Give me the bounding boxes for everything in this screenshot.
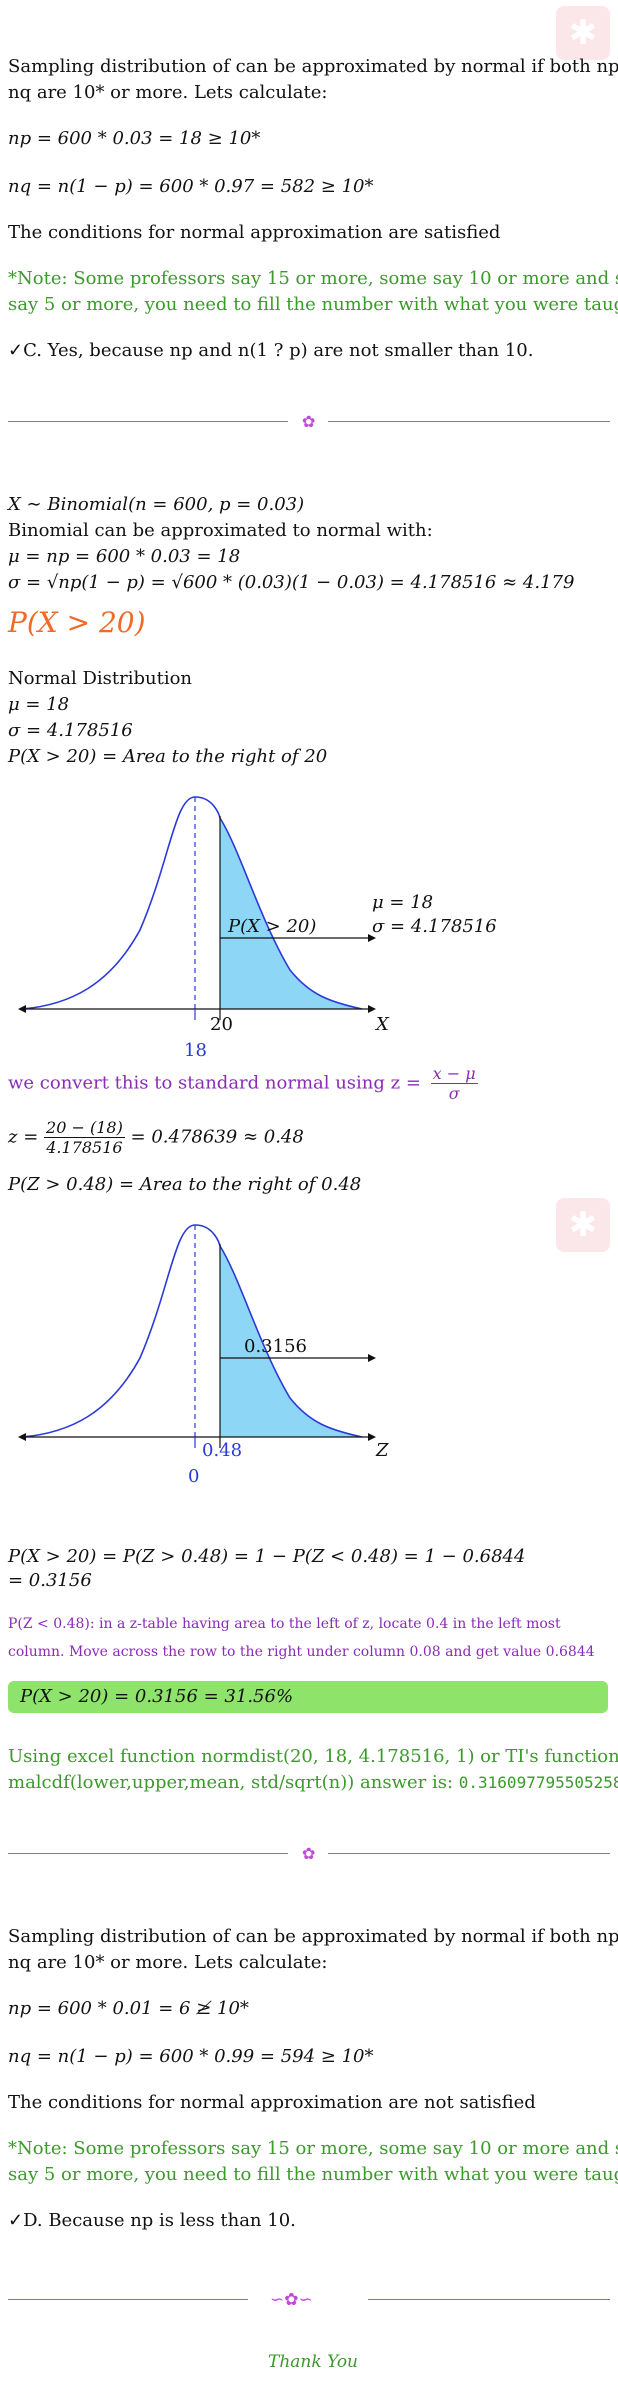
graph1-value-label: 20 (210, 1014, 233, 1035)
watermark-logo: ✱ (556, 1198, 610, 1252)
section-divider: ✿ (8, 412, 610, 432)
z-calculation: z = 20 − (18) 4.178516 = 0.478639 ≈ 0.48 (8, 1118, 304, 1157)
graph1-sigma-label: σ = 4.178516 (372, 916, 497, 937)
excel-line2-text: malcdf(lower,upper,mean, std/sqrt(n)) an… (8, 1772, 454, 1793)
part1-np-equation: np = 600 * 0.03 = 18 ≥ 10* (8, 128, 261, 149)
bell-curve (21, 796, 363, 1010)
part3-intro-line2: nq are 10* or more. Lets calculate: (8, 1952, 328, 1973)
part3-conclusion: The conditions for normal approximation … (8, 2092, 536, 2113)
part1-intro-line1: Sampling distribution of can be approxim… (8, 56, 618, 77)
z-formula-denominator: σ (448, 1084, 460, 1103)
excel-value: 0.316097795505258 (458, 1773, 618, 1792)
ztable-line2: column. Move across the row to the right… (8, 1644, 595, 1660)
part1-answer: ✓C. Yes, because np and n(1 ? p) are not… (8, 340, 534, 361)
approx-text: Binomial can be approximated to normal w… (8, 520, 433, 541)
section-divider: ✿ (8, 1844, 610, 1864)
ornament-flourish-icon: ∽✿∽ (270, 2290, 313, 2310)
z-formula-fraction: x − μ σ (430, 1064, 478, 1103)
mu-equation: μ = np = 600 * 0.03 = 18 (8, 546, 241, 567)
convert-text: we convert this to standard normal using… (8, 1064, 478, 1103)
part3-nq-equation: nq = n(1 − p) = 600 * 0.99 = 594 ≥ 10* (8, 2046, 374, 2067)
label-arrow-head (368, 1354, 376, 1362)
label-arrow-head (368, 934, 376, 942)
mu-value: μ = 18 (8, 694, 70, 715)
graph2-axis-label: Z (376, 1440, 389, 1461)
part3-intro-line1: Sampling distribution of can be approxim… (8, 1926, 618, 1947)
z-formula-numerator: x − μ (430, 1064, 478, 1084)
z-axis-arrow-left (18, 1433, 26, 1441)
shaded-area (220, 818, 362, 1009)
result-line1: P(X > 20) = P(Z > 0.48) = 1 − P(Z < 0.48… (8, 1546, 526, 1567)
normal-curve-graph-z (18, 1224, 376, 1448)
part3-note-line2: say 5 or more, you need to fill the numb… (8, 2164, 618, 2185)
graph2-value-label: 0.48 (202, 1440, 243, 1461)
graph1-mean-label: 18 (184, 1040, 207, 1061)
normal-dist-label: Normal Distribution (8, 668, 193, 689)
final-answer: P(X > 20) = 0.3156 = 31.56% (20, 1686, 294, 1707)
convert-label: we convert this to standard normal using… (8, 1072, 421, 1094)
pz-text: P(Z > 0.48) = Area to the right of 0.48 (8, 1174, 362, 1195)
ornament-icon: ✿ (302, 1844, 316, 1863)
result-line2: = 0.3156 (8, 1570, 92, 1591)
z-suffix: = 0.478639 ≈ 0.48 (130, 1126, 304, 1148)
part1-intro-line2: nq are 10* or more. Lets calculate: (8, 82, 328, 103)
part3-note-line1: *Note: Some professors say 15 or more, s… (8, 2138, 618, 2159)
binomial-definition: X ∼ Binomial(n = 600, p = 0.03) (8, 494, 305, 515)
z-numerator: 20 − (18) (44, 1118, 125, 1138)
final-divider: ∽✿∽ (8, 2290, 610, 2310)
area-text: P(X > 20) = Area to the right of 20 (8, 746, 328, 767)
graph1-axis-label: X (376, 1014, 389, 1035)
part1-nq-equation: nq = n(1 − p) = 600 * 0.97 = 582 ≥ 10* (8, 176, 374, 197)
z-prefix: z = (8, 1126, 39, 1148)
part3-answer: ✓D. Because np is less than 10. (8, 2210, 296, 2231)
part1-note-line2: say 5 or more, you need to fill the numb… (8, 294, 618, 315)
excel-line2: malcdf(lower,upper,mean, std/sqrt(n)) an… (8, 1772, 618, 1793)
x-axis-arrow-right (368, 1005, 376, 1013)
graph1-area-label: P(X > 20) (228, 916, 317, 937)
excel-line1: Using excel function normdist(20, 18, 4.… (8, 1746, 618, 1767)
sigma-equation: σ = √np(1 − p) = √600 * (0.03)(1 − 0.03)… (8, 572, 575, 593)
sigma-value: σ = 4.178516 (8, 720, 133, 741)
graph2-area-label: 0.3156 (244, 1336, 307, 1357)
z-denominator: 4.178516 (46, 1138, 123, 1157)
thank-you: Thank You (268, 2352, 359, 2372)
bell-curve (21, 1224, 363, 1438)
part3-np-equation: np = 600 * 0.01 = 6 ≱ 10* (8, 1998, 249, 2019)
probability-heading: P(X > 20) (8, 606, 146, 639)
normal-curve-graph-x (18, 796, 376, 1020)
part1-note-line1: *Note: Some professors say 15 or more, s… (8, 268, 618, 289)
watermark-logo: ✱ (556, 6, 610, 60)
x-axis-arrow-left (18, 1005, 26, 1013)
graph2-mean-label: 0 (188, 1466, 200, 1487)
part1-conclusion: The conditions for normal approximation … (8, 222, 501, 243)
z-axis-arrow-right (368, 1433, 376, 1441)
z-fraction: 20 − (18) 4.178516 (44, 1118, 125, 1157)
ornament-icon: ✿ (302, 412, 316, 431)
ztable-line1: P(Z < 0.48): in a z-table having area to… (8, 1616, 561, 1632)
shaded-area (220, 1246, 362, 1437)
final-answer-box: P(X > 20) = 0.3156 = 31.56% (8, 1681, 608, 1713)
graph1-mu-label: μ = 18 (372, 892, 434, 913)
